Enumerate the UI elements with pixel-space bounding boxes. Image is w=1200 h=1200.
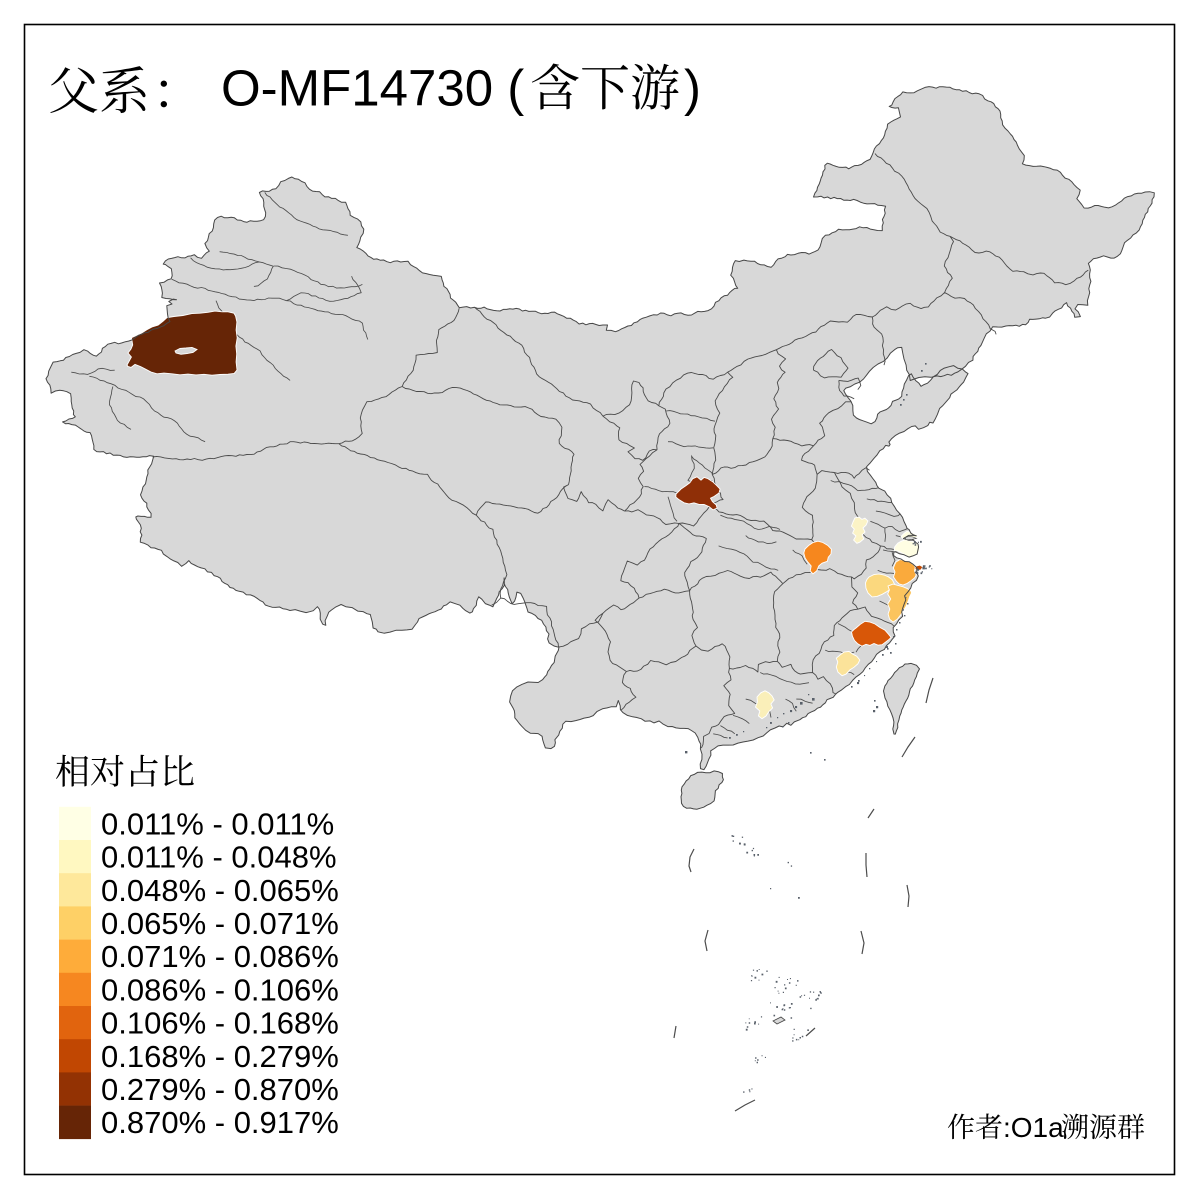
- svg-text:0.168% - 0.279%: 0.168% - 0.279%: [101, 1039, 339, 1074]
- svg-text:O-MF14730 (: O-MF14730 (: [221, 60, 524, 117]
- svg-text:0.279% - 0.870%: 0.279% - 0.870%: [101, 1072, 339, 1107]
- svg-text:0.870% - 0.917%: 0.870% - 0.917%: [101, 1105, 339, 1140]
- svg-text:0.011% - 0.011%: 0.011% - 0.011%: [101, 806, 334, 841]
- svg-text:): ): [684, 60, 701, 117]
- svg-text:0.086% - 0.106%: 0.086% - 0.106%: [101, 972, 339, 1007]
- svg-text:0.048% - 0.065%: 0.048% - 0.065%: [101, 873, 339, 908]
- svg-text:0.065% - 0.071%: 0.065% - 0.071%: [101, 906, 339, 941]
- svg-text:0.106% - 0.168%: 0.106% - 0.168%: [101, 1006, 339, 1041]
- svg-text:0.071% - 0.086%: 0.071% - 0.086%: [101, 939, 339, 974]
- svg-text:0.011% - 0.048%: 0.011% - 0.048%: [101, 840, 337, 875]
- svg-text::O1a: :O1a: [1003, 1112, 1064, 1143]
